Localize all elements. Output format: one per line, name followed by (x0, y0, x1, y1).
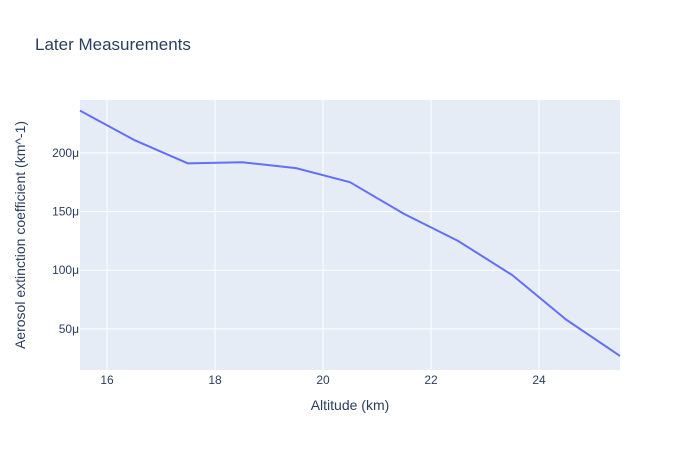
x-tick-labels: 16 18 20 22 24 (100, 373, 546, 387)
series-line (79, 109, 621, 357)
series-lines (79, 109, 621, 357)
x-tick-label: 18 (208, 373, 222, 387)
x-tick-label: 24 (532, 373, 546, 387)
y-tick-label: 100μ (52, 263, 79, 277)
plot-area (80, 100, 620, 370)
x-gridlines (106, 100, 540, 370)
y-tick-label: 50μ (59, 322, 79, 336)
x-tick-label: 22 (424, 373, 438, 387)
y-gridlines (80, 152, 620, 330)
x-tick-label: 20 (316, 373, 330, 387)
y-tick-label: 200μ (52, 146, 79, 160)
x-tick-label: 16 (100, 373, 114, 387)
y-tick-label: 150μ (52, 205, 79, 219)
chart-title: Later Measurements (35, 35, 191, 54)
y-tick-labels: 50μ 100μ 150μ 200μ (52, 146, 79, 336)
x-axis-title: Altitude (km) (311, 397, 390, 413)
y-axis-title: Aerosol extinction coefficient (km^-1) (12, 121, 28, 349)
